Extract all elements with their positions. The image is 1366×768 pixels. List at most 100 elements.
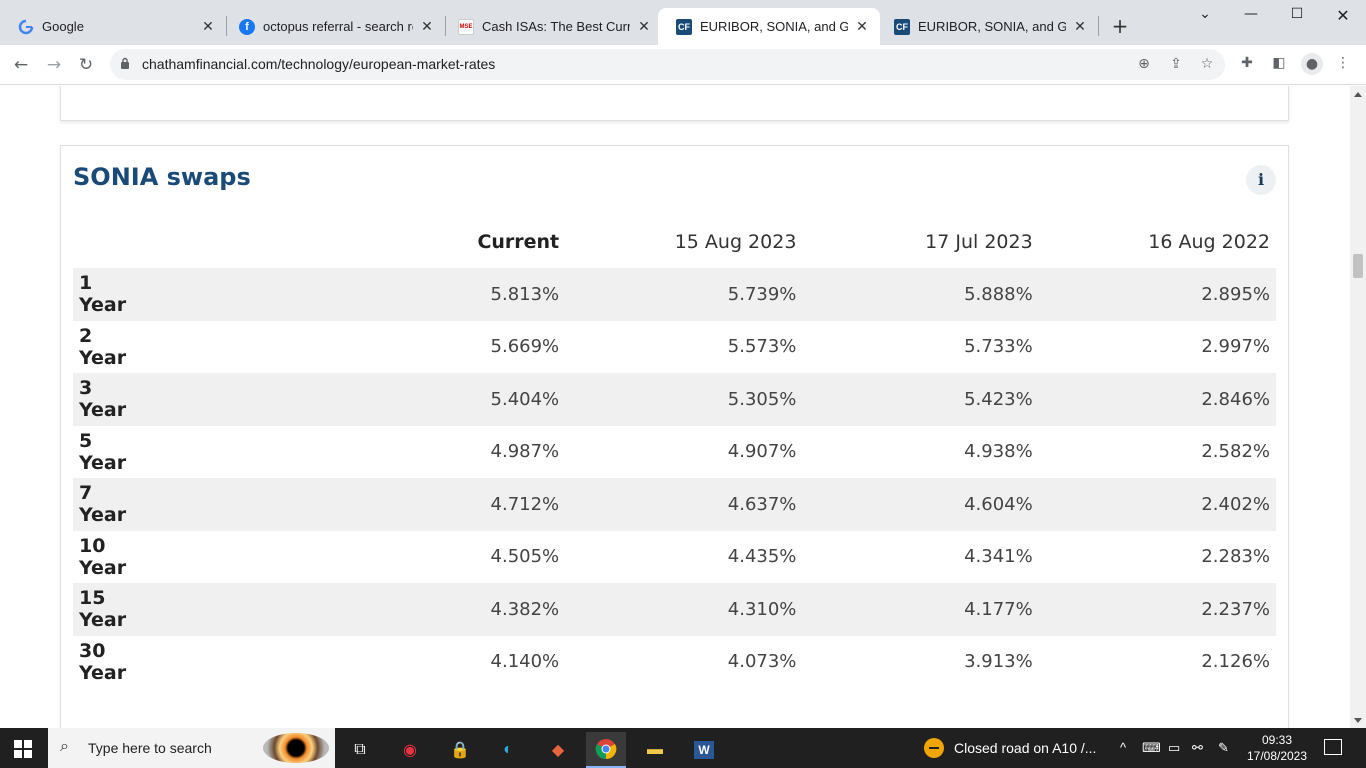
tab-mse[interactable]: MSE Cash ISAs: The Best Currently ✕ <box>440 8 662 45</box>
table-header-row: Current 15 Aug 2023 17 Jul 2023 16 Aug 2… <box>73 216 1276 268</box>
share-icon[interactable]: ⇪ <box>1170 56 1182 72</box>
pen-icon[interactable]: ✎ <box>1218 740 1229 755</box>
row-label: 5 Year <box>79 429 127 474</box>
table-cell: 5.733% <box>964 336 1033 358</box>
table-cell: 5.813% <box>132 268 566 321</box>
table-row: 5 Year 4.987% 4.907% 4.938% 2.582% <box>73 426 1276 479</box>
app-icon-red[interactable]: ◉ <box>403 742 417 759</box>
row-label: 15 Year <box>73 583 133 636</box>
table-cell: 2.402% <box>1038 478 1276 531</box>
network-icon[interactable]: ⚯ <box>1192 740 1203 755</box>
close-icon[interactable]: ✕ <box>202 18 214 34</box>
forward-button[interactable]: → <box>46 55 62 75</box>
task-view-icon[interactable]: ⧉ <box>354 741 366 758</box>
table-cell: 4.073% <box>727 651 797 673</box>
table-row: 7 Year 4.712% 4.637% 4.604% 2.402% <box>73 478 1276 531</box>
reload-button[interactable]: ↻ <box>78 55 94 75</box>
table-cell: 5.888% <box>802 268 1039 321</box>
taskbar-search-box[interactable]: ⌕ Type here to search <box>48 728 335 768</box>
close-icon[interactable]: ✕ <box>638 18 650 34</box>
close-icon[interactable]: ✕ <box>856 18 868 34</box>
tab-facebook[interactable]: f octopus referral - search results ✕ <box>221 8 445 45</box>
info-icon[interactable]: i <box>1246 165 1276 195</box>
security-lock-icon[interactable]: 🔒 <box>450 742 470 759</box>
google-icon <box>18 19 34 35</box>
column-header: 15 Aug 2023 <box>674 231 797 253</box>
chrome-browser-icon[interactable] <box>586 732 626 768</box>
table-cell: 4.140% <box>490 651 560 673</box>
table-cell: 2.283% <box>1201 546 1270 568</box>
scroll-down-arrow-icon[interactable] <box>1354 718 1362 723</box>
profile-avatar-icon[interactable]: ● <box>1301 53 1323 75</box>
table-cell: 4.177% <box>802 583 1039 636</box>
address-bar[interactable]: chathamfinancial.com/technology/european… <box>110 49 1225 80</box>
table-cell: 2.997% <box>1201 336 1270 358</box>
table-cell: 4.637% <box>565 478 803 531</box>
table-cell: 4.341% <box>964 546 1033 568</box>
battery-icon[interactable]: ▭ <box>1168 740 1181 755</box>
traffic-notification[interactable]: Closed road on A10 /... <box>924 738 1096 758</box>
tab-chatham[interactable]: CF EURIBOR, SONIA, and Gilt Rates ✕ <box>876 8 1098 45</box>
table-cell: 2.237% <box>1038 583 1276 636</box>
facebook-icon: f <box>239 18 255 35</box>
zoom-icon[interactable]: ⊕ <box>1138 56 1150 72</box>
cf-icon: CF <box>894 18 910 35</box>
row-label: 2 Year <box>79 324 127 369</box>
rates-table: Current 15 Aug 2023 17 Jul 2023 16 Aug 2… <box>73 216 1276 688</box>
tab-divider <box>1098 16 1099 36</box>
scroll-thumb[interactable] <box>1353 254 1363 278</box>
minimize-button[interactable]: — <box>1244 6 1258 22</box>
table-cell: 5.669% <box>490 336 560 358</box>
notification-text: Closed road on A10 /... <box>954 740 1097 756</box>
new-tab-button[interactable]: + <box>1111 14 1129 38</box>
tray-chevron-up-icon[interactable]: ^ <box>1120 740 1127 755</box>
scroll-up-arrow-icon[interactable] <box>1354 92 1362 97</box>
close-window-button[interactable]: ✕ <box>1336 6 1350 25</box>
tab-search-chevron-icon[interactable]: ⌄ <box>1199 6 1211 22</box>
tab-divider <box>445 16 446 36</box>
input-method-icon[interactable]: ⌨ <box>1142 740 1161 755</box>
page-content: SONIA swaps i Current 15 Aug 2023 17 Jul… <box>0 86 1350 728</box>
lock-icon <box>121 57 129 69</box>
extensions-icon[interactable]: ✚ <box>1241 55 1253 71</box>
road-closed-icon <box>924 738 944 758</box>
table-cell: 4.907% <box>727 441 797 463</box>
table-cell: 2.846% <box>1038 373 1276 426</box>
side-panel-icon[interactable]: ◧ <box>1272 55 1286 71</box>
menu-kebab-icon[interactable]: ⋮ <box>1336 55 1350 71</box>
tab-title: Cash ISAs: The Best Currently <box>482 19 630 34</box>
edge-browser-icon[interactable]: ◐ <box>503 741 513 758</box>
bookmark-star-icon[interactable]: ☆ <box>1200 56 1214 72</box>
notification-center-icon[interactable] <box>1324 739 1342 755</box>
row-label: 30 Year <box>79 639 127 684</box>
row-label: 3 Year <box>73 373 133 426</box>
tab-chatham-active[interactable]: CF EURIBOR, SONIA, and Gilt Rates ✕ <box>658 8 880 45</box>
back-button[interactable]: ← <box>13 55 29 75</box>
windows-start-icon[interactable] <box>14 740 32 758</box>
table-cell: 4.382% <box>132 583 566 636</box>
column-header: 17 Jul 2023 <box>925 231 1033 253</box>
table-cell: 4.505% <box>490 546 560 568</box>
table-row: 2 Year 5.669% 5.573% 5.733% 2.997% <box>73 321 1276 374</box>
tab-google[interactable]: Google ✕ <box>0 8 226 45</box>
url-text: chathamfinancial.com/technology/european… <box>142 56 496 72</box>
table-cell: 5.423% <box>802 373 1039 426</box>
cf-icon: CF <box>676 18 692 35</box>
close-icon[interactable]: ✕ <box>1074 18 1086 34</box>
system-clock[interactable]: 09:33 17/08/2023 <box>1242 732 1312 764</box>
close-icon[interactable]: ✕ <box>421 18 433 34</box>
app-icon-orange[interactable]: ◆ <box>551 742 565 759</box>
table-cell: 3.913% <box>964 651 1033 673</box>
file-explorer-icon[interactable]: ▬ <box>647 741 663 758</box>
search-icon: ⌕ <box>60 738 69 755</box>
row-label: 7 Year <box>73 478 133 531</box>
table-cell: 4.604% <box>802 478 1039 531</box>
word-icon[interactable]: W <box>684 732 724 768</box>
search-highlight-image[interactable] <box>263 733 329 763</box>
table-cell: 2.126% <box>1201 651 1270 673</box>
table-cell: 4.987% <box>490 441 560 463</box>
tab-strip: Google ✕ f octopus referral - search res… <box>0 0 1366 45</box>
page-scrollbar[interactable] <box>1350 86 1366 728</box>
row-label: 10 Year <box>79 534 127 579</box>
maximize-button[interactable]: ☐ <box>1290 6 1304 22</box>
